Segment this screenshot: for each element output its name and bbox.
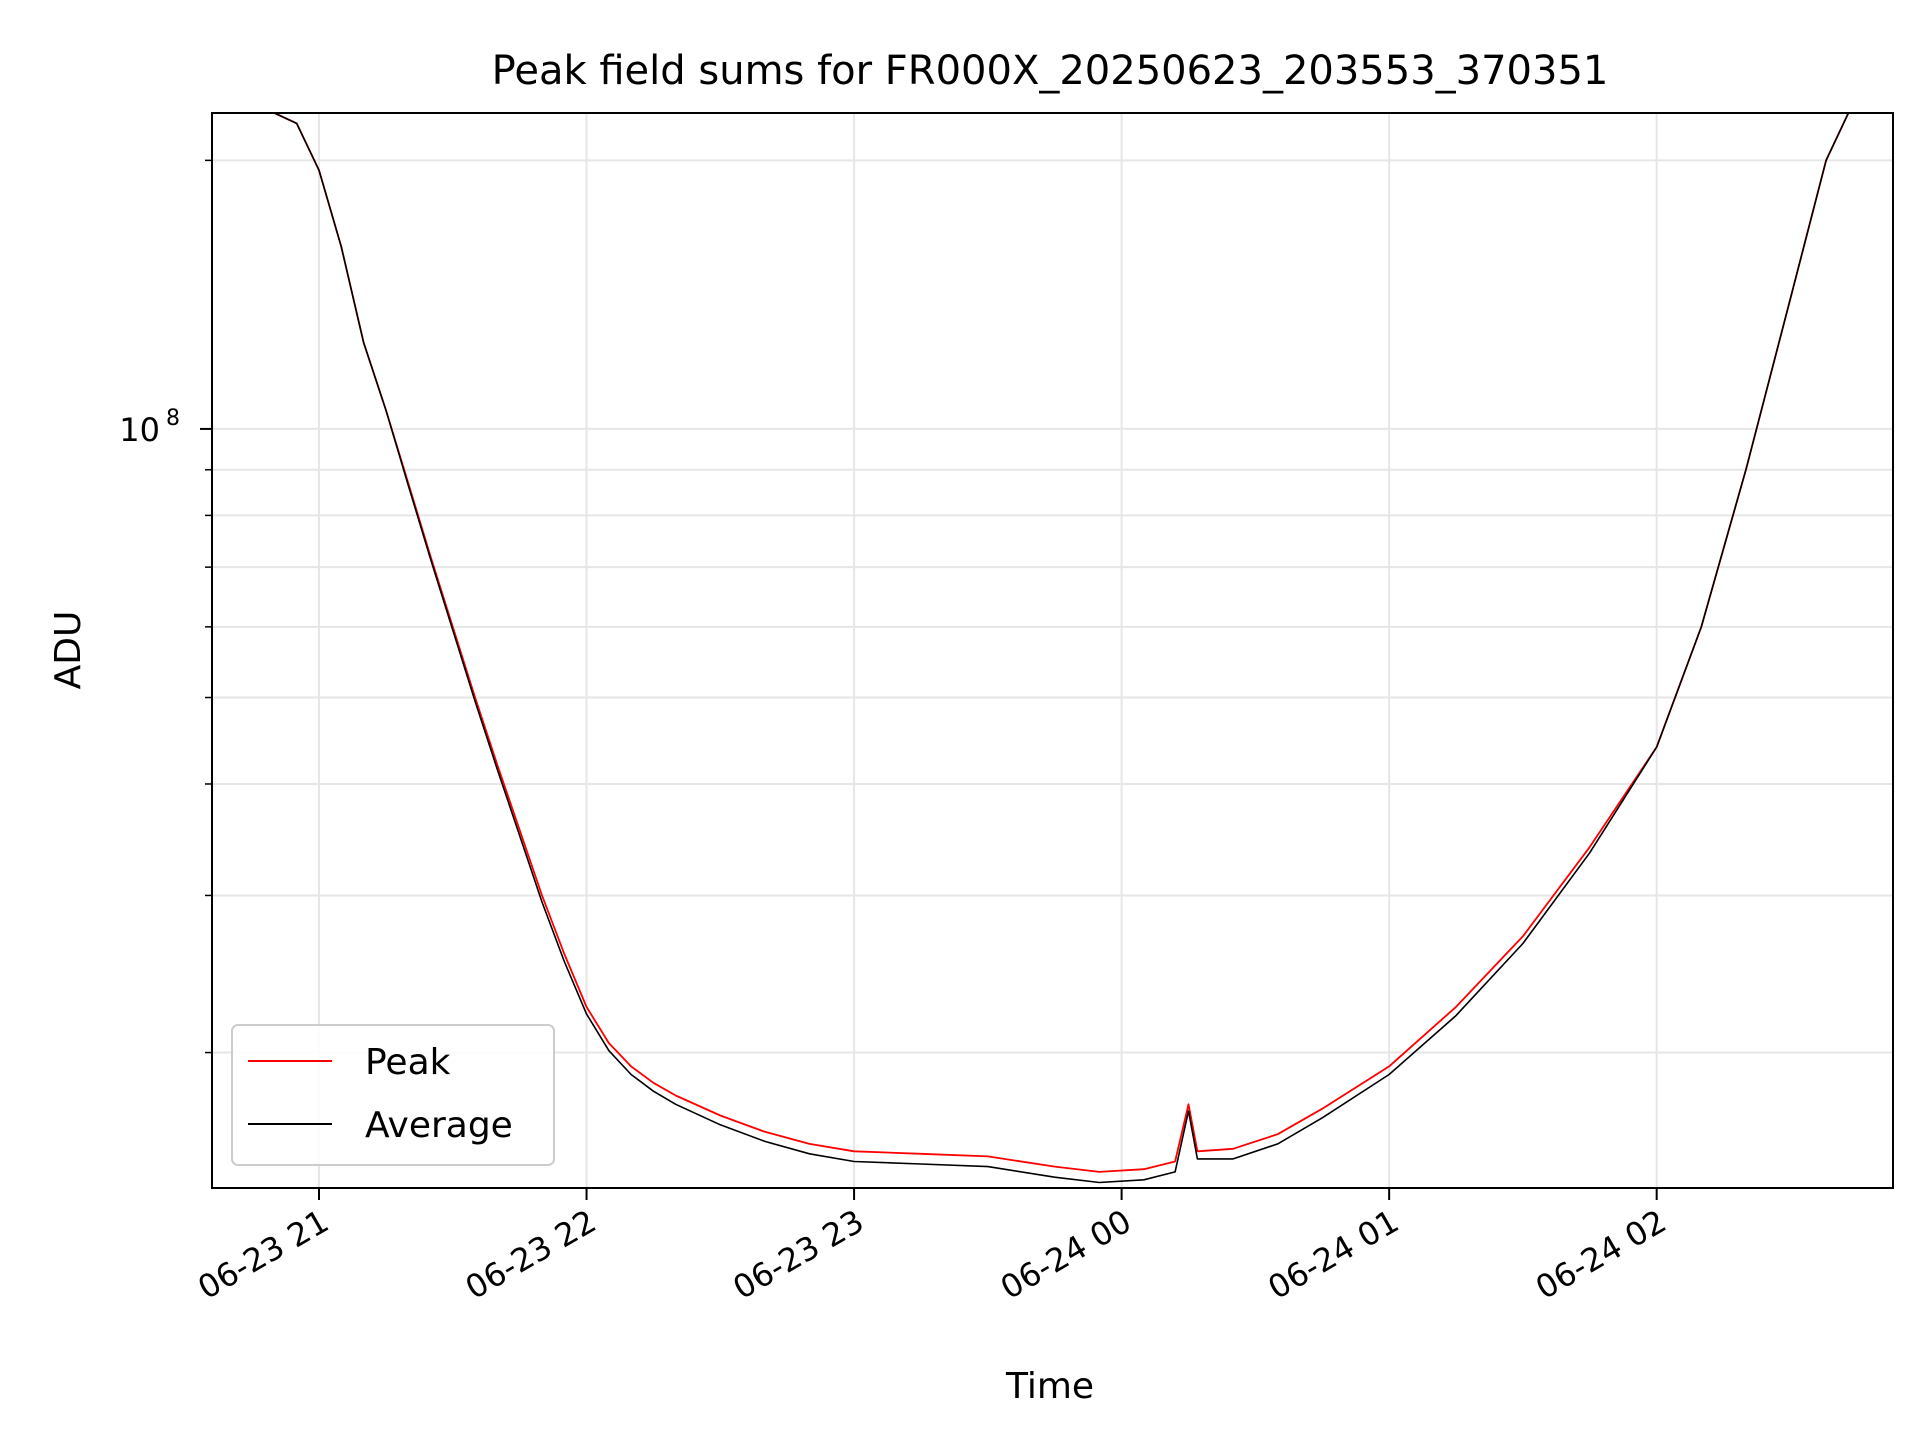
- y-axis-label: ADU: [48, 611, 89, 690]
- legend-label-peak: Peak: [365, 1042, 451, 1083]
- legend: Peak Average: [231, 1024, 555, 1166]
- grid-lines: [212, 113, 1893, 1188]
- series-line-average: [212, 112, 1893, 1184]
- plot-area: [212, 112, 1893, 1184]
- y-axis-ticks: 10 8: [119, 159, 212, 1054]
- plot-frame: [211, 112, 1894, 1189]
- y-tick-label-exponent: 8: [166, 406, 180, 431]
- chart-title: Peak field sums for FR000X_20250623_2035…: [492, 48, 1609, 94]
- legend-label-average: Average: [365, 1105, 513, 1146]
- y-tick-label: 10: [119, 411, 160, 449]
- x-axis-label: Time: [1005, 1366, 1094, 1407]
